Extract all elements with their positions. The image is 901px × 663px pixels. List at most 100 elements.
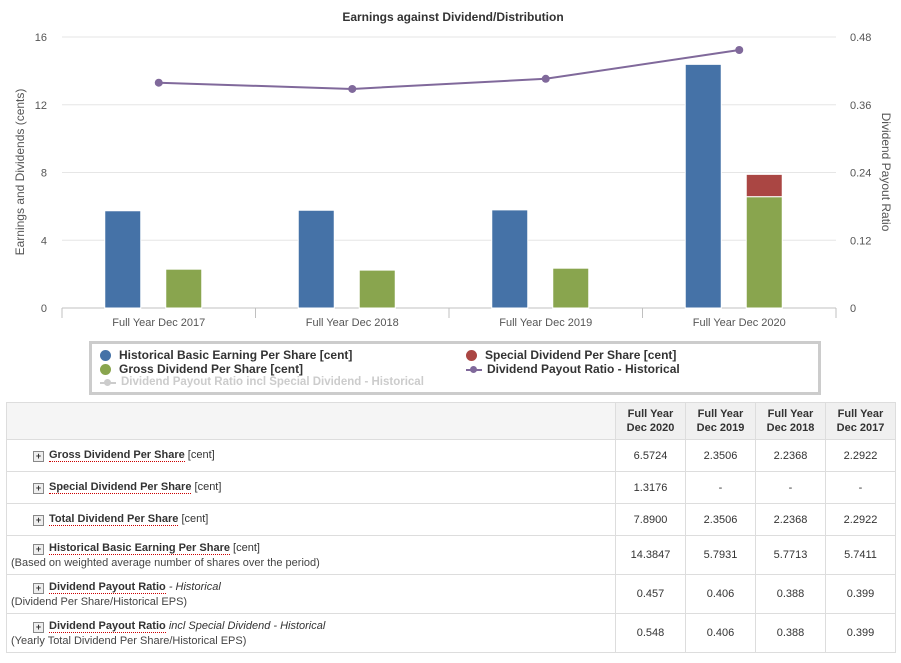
cell: -: [685, 471, 756, 504]
bar-eps: [104, 210, 142, 309]
row-label: + Historical Basic Earning Per Share [cen…: [6, 535, 616, 575]
expand-icon[interactable]: +: [33, 451, 44, 462]
row-name[interactable]: Gross Dividend Per Share: [49, 449, 185, 462]
bar-gross-dividend: [745, 196, 783, 309]
row-name[interactable]: Dividend Payout Ratio: [49, 580, 166, 594]
cell: 0.457: [615, 574, 686, 614]
row-label: + Special Dividend Per Share [cent]: [6, 471, 616, 504]
bar-gross-dividend: [552, 267, 590, 309]
cell: 0.548: [615, 613, 686, 653]
cell: 6.5724: [615, 439, 686, 472]
x-tick-label: Full Year Dec 2017: [112, 317, 205, 329]
table-header-col: Full Year Dec 2019: [685, 402, 756, 440]
table-row: + Special Dividend Per Share [cent] 1.317…: [6, 471, 896, 504]
cell: 5.7713: [755, 535, 826, 575]
legend-marker-icon: [100, 349, 111, 361]
row-name[interactable]: Historical Basic Earning Per Share: [49, 541, 230, 555]
legend-label: Special Dividend Per Share [cent]: [485, 348, 677, 362]
cell: 0.399: [825, 574, 896, 614]
row-label: + Total Dividend Per Share [cent]: [6, 503, 616, 536]
table-header-col: Full Year Dec 2017: [825, 402, 896, 440]
table-header-col: Full Year Dec 2018: [755, 402, 826, 440]
table-row: + Historical Basic Earning Per Share [cen…: [6, 535, 896, 575]
bar-eps: [684, 63, 722, 309]
expand-icon[interactable]: +: [33, 621, 44, 633]
cell: -: [755, 471, 826, 504]
cell: 2.2922: [825, 503, 896, 536]
row-label: + Dividend Payout Ratio - Historical (Div…: [6, 574, 616, 614]
chart-title: Earnings against Dividend/Distribution: [342, 10, 563, 24]
table-header-col: Full Year Dec 2020: [615, 402, 686, 440]
line-payout-ratio: [158, 48, 740, 90]
bar-gross-dividend: [165, 268, 203, 309]
cell: 2.2922: [825, 439, 896, 472]
cell: 2.2368: [755, 503, 826, 536]
row-label: + Dividend Payout Ratio incl Special Divi…: [6, 613, 616, 653]
y-tick-label-left: 12: [35, 100, 47, 112]
cell: 2.2368: [755, 439, 826, 472]
y-tick-label-right: 0.48: [850, 32, 871, 44]
cell: 5.7931: [685, 535, 756, 575]
row-name[interactable]: Dividend Payout Ratio: [49, 619, 166, 633]
point-payout-ratio: [348, 84, 357, 93]
expand-icon[interactable]: +: [33, 543, 44, 555]
legend-item-eps[interactable]: Historical Basic Earning Per Share [cent…: [100, 348, 352, 362]
y-tick-label-right: 0.12: [850, 235, 871, 247]
legend-marker-icon: [100, 363, 111, 375]
y-tick-label-left: 8: [41, 168, 47, 180]
row-name[interactable]: Special Dividend Per Share: [49, 481, 192, 494]
cell: 2.3506: [685, 439, 756, 472]
bar-special-dividend: [745, 173, 783, 198]
x-tick-label: Full Year Dec 2019: [499, 317, 592, 329]
bar-eps: [491, 209, 529, 309]
bar-gross-dividend: [358, 269, 396, 309]
expand-icon[interactable]: +: [33, 582, 44, 594]
y-tick-label-left: 4: [41, 235, 47, 247]
table-row: + Dividend Payout Ratio incl Special Divi…: [6, 613, 896, 653]
legend-line-icon: [100, 377, 116, 388]
cell: 0.388: [755, 613, 826, 653]
table-row: + Dividend Payout Ratio - Historical (Div…: [6, 574, 896, 614]
row-note: (Yearly Total Dividend Per Share/Histori…: [11, 634, 247, 647]
point-payout-ratio: [735, 45, 744, 54]
point-payout-ratio: [541, 74, 550, 83]
x-tick-label: Full Year Dec 2018: [306, 317, 399, 329]
legend-marker-icon: [466, 349, 477, 361]
bar-eps: [297, 209, 335, 309]
row-name[interactable]: Total Dividend Per Share: [49, 513, 179, 526]
legend-label: Dividend Payout Ratio incl Special Divid…: [121, 376, 424, 388]
legend-item-payout-incl-special[interactable]: Dividend Payout Ratio incl Special Divid…: [100, 375, 424, 389]
y-tick-label-right: 0.36: [850, 100, 871, 112]
cell: 0.406: [685, 574, 756, 614]
cell: 1.3176: [615, 471, 686, 504]
legend-item-special-dividend[interactable]: Special Dividend Per Share [cent]: [466, 348, 676, 362]
cell: 0.399: [825, 613, 896, 653]
legend-line-icon: [466, 364, 482, 375]
legend-label: Dividend Payout Ratio - Historical: [487, 362, 680, 376]
cell: 0.388: [755, 574, 826, 614]
cell: 5.7411: [825, 535, 896, 575]
expand-icon[interactable]: +: [33, 515, 44, 526]
legend-label: Historical Basic Earning Per Share [cent…: [119, 348, 353, 362]
cell: 14.3847: [615, 535, 686, 575]
legend-item-payout-ratio[interactable]: Dividend Payout Ratio - Historical: [466, 362, 680, 376]
y-tick-label-right: 0.24: [850, 168, 871, 180]
expand-icon[interactable]: +: [33, 483, 44, 494]
row-note: (Dividend Per Share/Historical EPS): [11, 595, 188, 608]
legend-item-gross-dividend[interactable]: Gross Dividend Per Share [cent]: [100, 362, 303, 376]
point-payout-ratio: [154, 78, 163, 87]
data-table: Full Year Dec 2020 Full Year Dec 2019 Full…: [6, 402, 896, 653]
y-axis-title-left: Earnings and Dividends (cents): [13, 89, 27, 256]
cell: 7.8900: [615, 503, 686, 536]
y-tick-label-left: 0: [41, 303, 47, 315]
cell: -: [825, 471, 896, 504]
cell: 2.3506: [685, 503, 756, 536]
table-header-blank: [6, 402, 616, 440]
table-row: + Gross Dividend Per Share [cent] 6.5724 …: [6, 439, 896, 472]
row-note: (Based on weighted average number of sha…: [11, 556, 320, 569]
row-label: + Gross Dividend Per Share [cent]: [6, 439, 616, 472]
cell: 0.406: [685, 613, 756, 653]
x-tick-label: Full Year Dec 2020: [693, 317, 786, 329]
legend-label: Gross Dividend Per Share [cent]: [119, 362, 304, 376]
chart: Earnings against Dividend/Distribution 0…: [13, 10, 893, 329]
